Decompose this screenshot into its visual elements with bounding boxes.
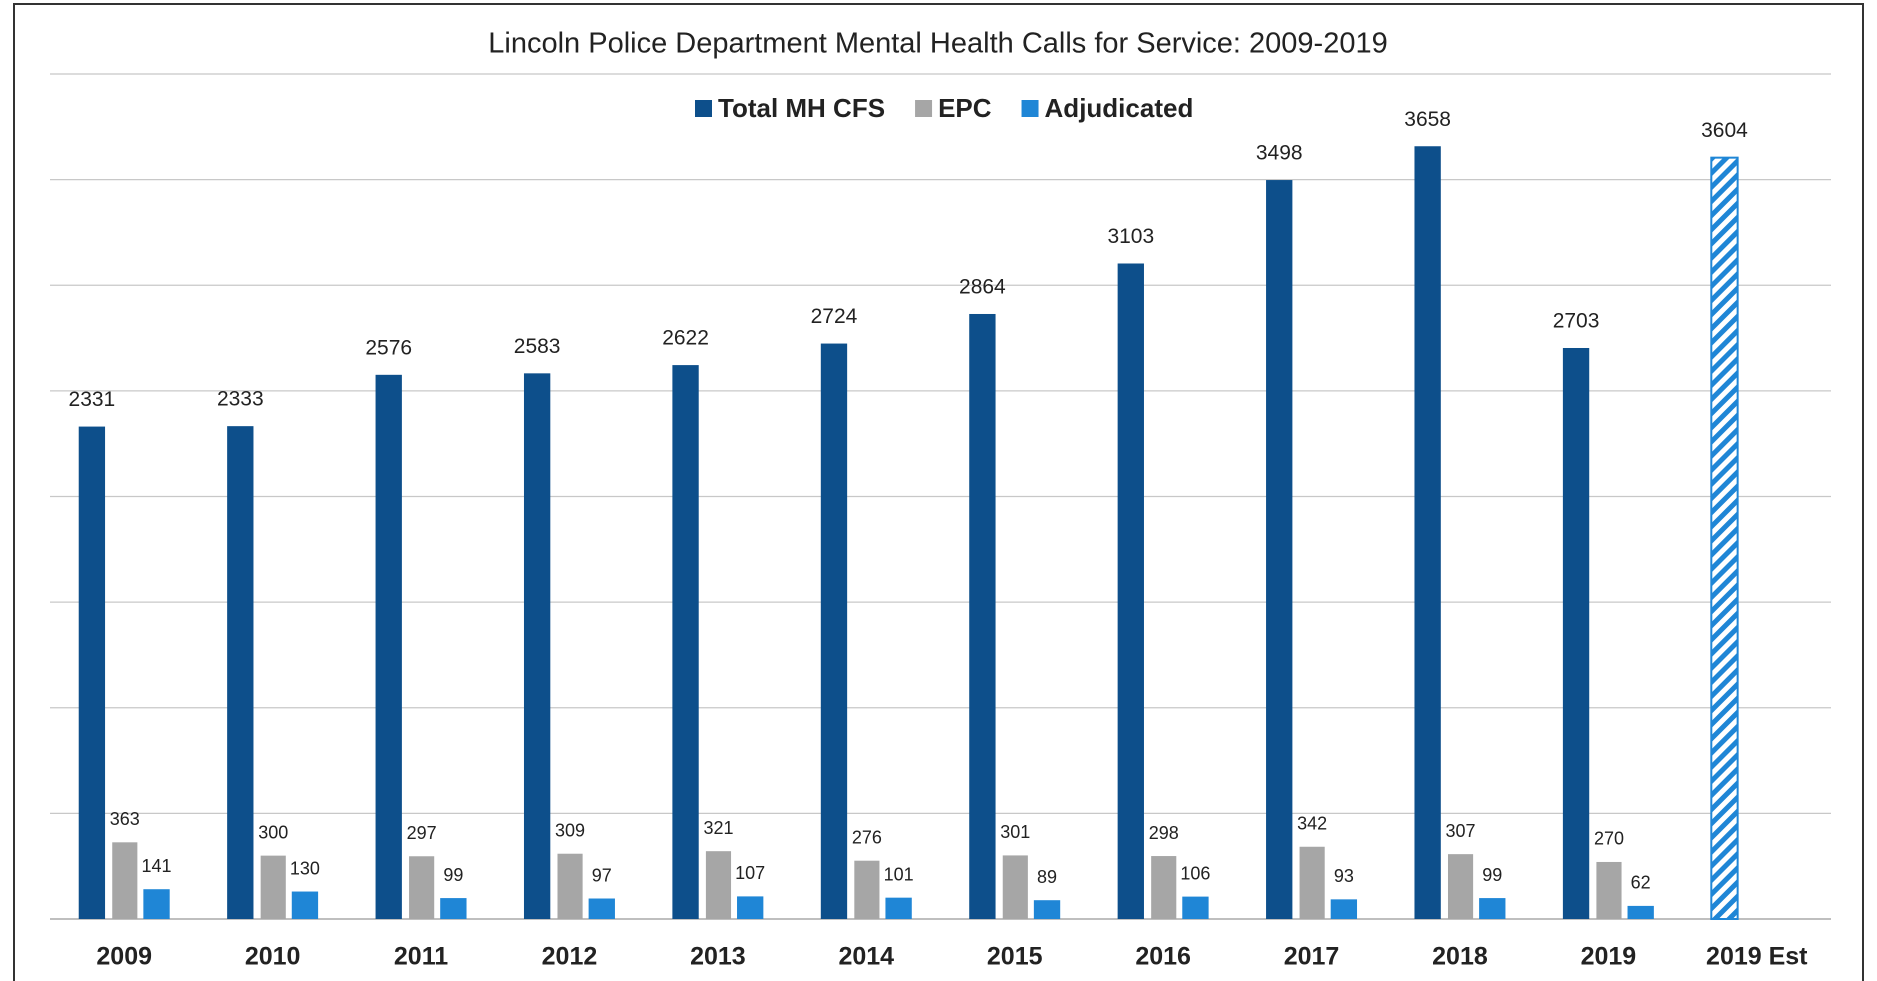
x-tick-label: 2014 (838, 943, 894, 971)
data-label: 2703 (1553, 310, 1600, 333)
bar (557, 853, 583, 919)
data-label: 2583 (514, 335, 561, 358)
data-label: 298 (1149, 823, 1179, 843)
x-tick-label: 2013 (690, 943, 746, 971)
data-label: 101 (884, 864, 914, 884)
data-label: 93 (1334, 866, 1354, 886)
data-label: 3658 (1404, 108, 1451, 131)
legend-label: Adjudicated (1045, 93, 1194, 123)
frame (13, 3, 1864, 981)
data-label: 276 (852, 827, 882, 847)
data-label: 2576 (365, 336, 412, 359)
data-label: 301 (1000, 822, 1030, 842)
bar (375, 374, 402, 919)
data-label: 89 (1037, 867, 1057, 887)
data-label: 363 (110, 809, 140, 829)
bar (1117, 263, 1144, 920)
x-tick-label: 2015 (987, 943, 1043, 971)
x-tick-label: 2009 (96, 943, 152, 971)
x-tick-label: 2018 (1432, 943, 1488, 971)
x-tick-label: 2019 (1581, 943, 1637, 971)
data-label: 2331 (69, 388, 116, 411)
legend-label: Total MH CFS (718, 93, 885, 123)
x-tick-label: 2011 (394, 943, 448, 971)
bar (1151, 856, 1177, 919)
x-tick-label: 2016 (1135, 943, 1191, 971)
bar (1033, 900, 1061, 919)
data-label: 2864 (959, 276, 1006, 299)
bar (1002, 855, 1028, 919)
x-tick-label: 2019 Est (1706, 943, 1808, 971)
data-label: 62 (1631, 873, 1651, 893)
data-label: 2333 (217, 388, 264, 411)
data-label: 342 (1297, 814, 1327, 834)
x-tick-label: 2017 (1284, 943, 1340, 971)
bar (440, 898, 467, 919)
bar (1447, 854, 1474, 919)
data-label: 297 (407, 823, 437, 843)
data-label: 3498 (1256, 142, 1303, 165)
data-label: 130 (290, 858, 320, 878)
bar (737, 896, 764, 919)
bar (523, 373, 551, 919)
bar (78, 426, 106, 919)
data-label: 107 (735, 863, 765, 883)
data-label: 99 (1482, 865, 1502, 885)
data-label: 300 (258, 822, 288, 842)
bar (705, 851, 732, 919)
bar (227, 426, 254, 919)
data-label: 97 (592, 865, 612, 885)
bar (260, 855, 286, 919)
data-label: 141 (142, 856, 172, 876)
bar (1414, 146, 1441, 919)
legend-swatch (1021, 100, 1039, 117)
bar (969, 313, 996, 920)
bar (672, 365, 699, 919)
bar (588, 898, 615, 919)
bar (1596, 861, 1622, 919)
bar (112, 842, 138, 919)
bar (885, 897, 912, 919)
chart-title: Lincoln Police Department Mental Health … (488, 28, 1387, 60)
bar (409, 856, 435, 919)
data-label: 309 (555, 820, 585, 840)
legend-label: EPC (938, 93, 992, 123)
bar (143, 889, 170, 919)
data-label: 3103 (1107, 225, 1154, 248)
bar (291, 891, 319, 919)
data-label: 2622 (662, 327, 709, 350)
x-tick-label: 2012 (542, 943, 598, 971)
bar (1299, 846, 1325, 919)
bar (1562, 347, 1590, 920)
bar (1182, 896, 1209, 919)
data-label: 99 (443, 865, 463, 885)
bar (1710, 156, 1739, 920)
bar (820, 343, 848, 919)
data-label: 106 (1180, 863, 1210, 883)
bar (1266, 180, 1293, 920)
data-label: 321 (703, 818, 733, 838)
data-label: 3604 (1701, 119, 1748, 142)
bar (1479, 898, 1506, 919)
data-label: 2724 (811, 305, 858, 328)
bar (1627, 905, 1654, 919)
x-tick-label: 2010 (245, 943, 301, 971)
legend-swatch (695, 100, 712, 117)
data-label: 307 (1446, 821, 1476, 841)
legend-swatch (915, 100, 933, 117)
data-label: 270 (1594, 829, 1624, 849)
bar (854, 860, 880, 919)
bar (1330, 899, 1358, 919)
